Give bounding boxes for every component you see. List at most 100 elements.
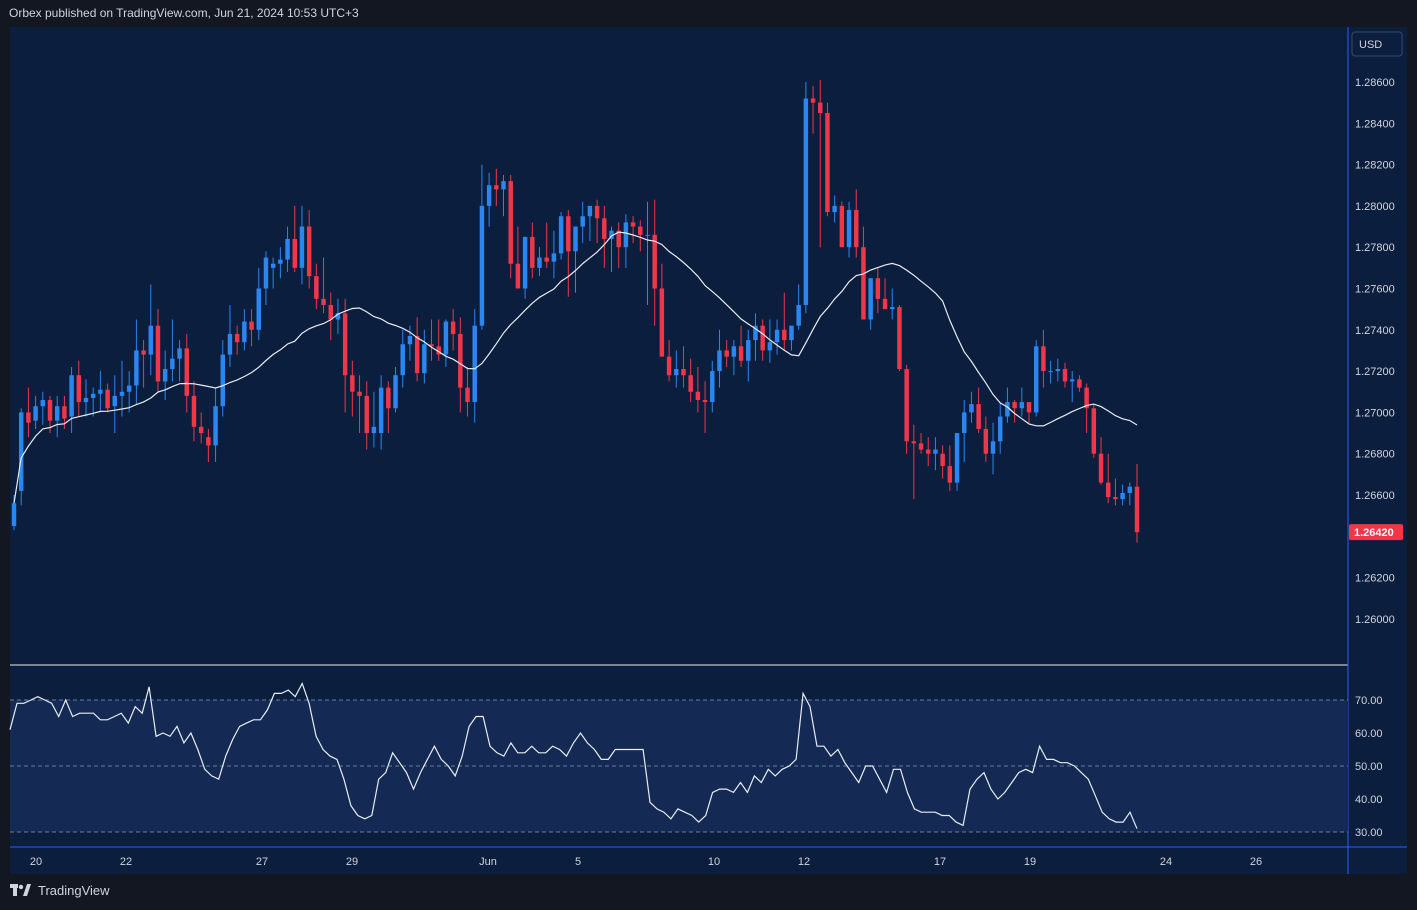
candle-body: [76, 375, 82, 403]
candle-body: [897, 307, 902, 370]
candle-body: [18, 412, 24, 491]
candle-body: [594, 205, 600, 219]
candle-body: [83, 397, 89, 403]
rsi-tick-label: 70.00: [1355, 695, 1383, 707]
candle-body: [911, 441, 917, 444]
candle-body: [810, 98, 816, 103]
candle-body: [443, 321, 449, 355]
price-tick-label: 1.28000: [1355, 201, 1395, 213]
candle-body: [954, 433, 960, 483]
candle-body: [119, 391, 125, 396]
candle-body: [1019, 402, 1025, 409]
candle-body: [515, 263, 521, 289]
candle-body: [1033, 346, 1039, 413]
candle-body: [616, 230, 621, 248]
candlestick-series: [11, 79, 1140, 543]
candle-body: [818, 102, 823, 113]
time-tick-label: 20: [30, 856, 42, 868]
candle-body: [738, 346, 744, 361]
candle-body: [134, 350, 139, 386]
candle-body: [54, 406, 60, 421]
time-tick-label: 26: [1250, 856, 1262, 868]
candle-body: [544, 257, 549, 262]
candle-body: [933, 449, 938, 454]
price-tick-label: 1.26800: [1355, 449, 1395, 461]
rsi-tick-label: 40.00: [1355, 794, 1383, 806]
time-tick-label: 27: [256, 856, 268, 868]
candle-body: [386, 387, 391, 409]
candle-body: [530, 236, 535, 268]
time-tick-label: 24: [1160, 856, 1172, 868]
tradingview-logo[interactable]: TradingView: [10, 883, 110, 898]
candle-body: [868, 278, 873, 320]
candle-body: [112, 395, 118, 407]
candle-body: [666, 356, 672, 376]
candle-body: [486, 185, 492, 206]
candle-body: [782, 329, 787, 341]
candle-body: [580, 216, 585, 227]
candle-body: [414, 335, 420, 374]
candle-body: [422, 344, 427, 374]
candle-body: [321, 298, 326, 306]
candle-body: [292, 238, 297, 268]
candle-body: [371, 426, 377, 434]
candle-body: [638, 226, 643, 235]
candle-body: [623, 222, 629, 248]
time-tick-label: 29: [346, 856, 358, 868]
candle-body: [400, 344, 405, 376]
candle-body: [299, 226, 305, 268]
candle-body: [774, 329, 780, 343]
candle-body: [1005, 402, 1010, 417]
candle-body: [234, 333, 240, 343]
price-tick-label: 1.27200: [1355, 366, 1395, 378]
candle-body: [558, 216, 564, 254]
candle-body: [328, 305, 333, 320]
candle-body: [710, 371, 715, 403]
candle-body: [508, 181, 513, 264]
price-pane-background: [10, 27, 1348, 665]
candle-body: [198, 426, 204, 434]
candle-body: [652, 234, 657, 289]
time-tick-label: 12: [798, 856, 810, 868]
candle-body: [976, 404, 981, 429]
candle-body: [148, 325, 154, 355]
candle-body: [630, 222, 636, 227]
candle-body: [465, 387, 470, 403]
candle-body: [926, 449, 931, 454]
candle-body: [983, 428, 989, 454]
tradingview-brand: TradingView: [38, 883, 110, 898]
candle-body: [184, 348, 190, 396]
candle-body: [602, 218, 607, 239]
price-tick-label: 1.26600: [1355, 490, 1395, 502]
candle-body: [659, 288, 665, 357]
candle-body: [789, 325, 794, 341]
time-tick-label: Jun: [479, 856, 497, 868]
price-tick-label: 1.27000: [1355, 407, 1395, 419]
candle-body: [494, 185, 499, 190]
candle-body: [191, 395, 197, 427]
candle-body: [155, 325, 161, 382]
candle-body: [1012, 402, 1017, 409]
currency-button[interactable]: USD: [1351, 31, 1403, 57]
candle-body: [1105, 482, 1111, 498]
candle-body: [90, 393, 96, 398]
candle-body: [724, 350, 729, 357]
candle-body: [213, 406, 218, 446]
candle-body: [62, 406, 67, 419]
candle-body: [393, 375, 398, 409]
candle-body: [364, 395, 369, 434]
candle-body: [839, 205, 845, 248]
candle-body: [918, 443, 924, 450]
rsi-indicator: [9, 682, 1348, 833]
candle-body: [904, 369, 909, 442]
candle-body: [551, 253, 557, 262]
candle-body: [717, 350, 722, 372]
price-tick-label: 1.27600: [1355, 284, 1395, 296]
candle-body: [961, 412, 967, 434]
candle-body: [1041, 346, 1046, 372]
candle-body: [875, 278, 881, 299]
candle-body: [688, 375, 693, 392]
candle-body: [170, 358, 175, 370]
candle-body: [846, 210, 852, 248]
